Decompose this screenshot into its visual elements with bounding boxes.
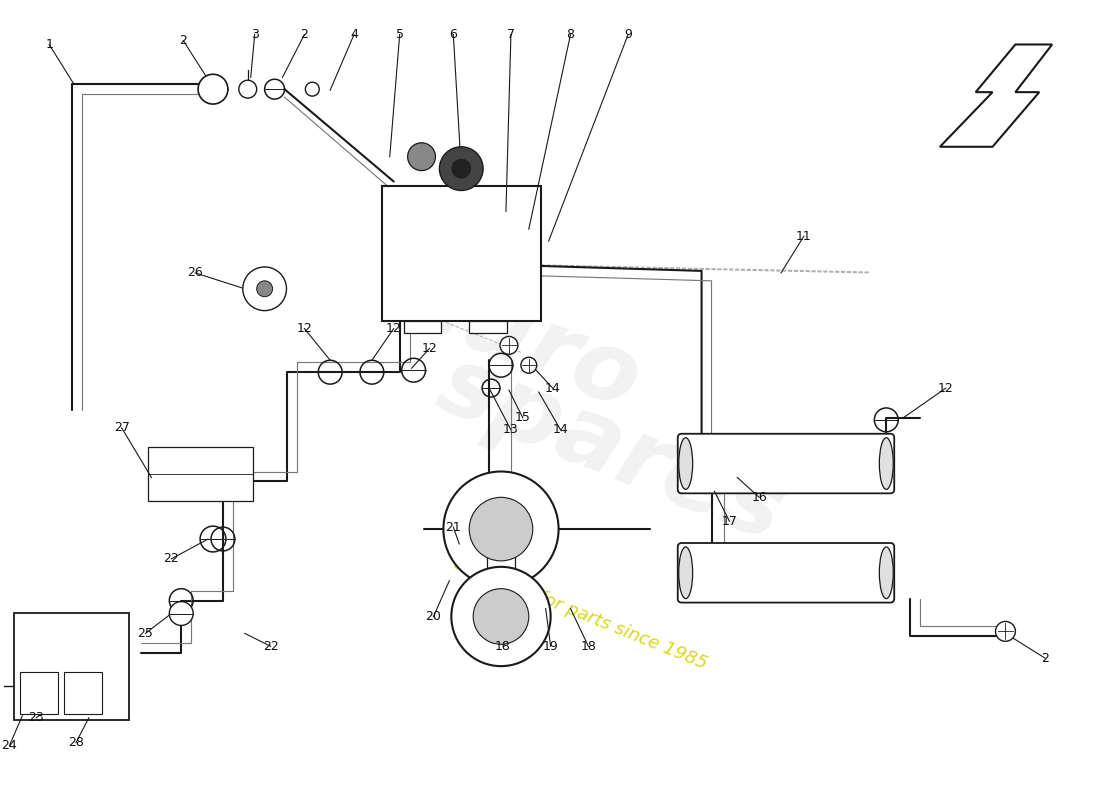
Text: 21: 21 (446, 521, 461, 534)
Text: 14: 14 (544, 382, 561, 394)
Circle shape (996, 622, 1015, 642)
Text: 14: 14 (552, 423, 569, 436)
Text: 22: 22 (164, 552, 179, 566)
Bar (382, 186, 541, 321)
Circle shape (451, 567, 551, 666)
Text: 7: 7 (507, 28, 515, 41)
Bar (487, 542, 515, 586)
Text: 12: 12 (386, 322, 402, 335)
Text: 1: 1 (45, 38, 53, 51)
Text: 23: 23 (29, 711, 44, 724)
Circle shape (500, 337, 518, 354)
Circle shape (256, 281, 273, 297)
Bar (20, 672, 58, 714)
Bar (404, 321, 441, 334)
Circle shape (439, 146, 483, 190)
Text: 5: 5 (396, 28, 404, 41)
Ellipse shape (679, 438, 693, 490)
Circle shape (169, 602, 194, 626)
Ellipse shape (879, 547, 893, 598)
Text: 24: 24 (1, 739, 18, 752)
Text: 8: 8 (566, 28, 574, 41)
Text: 20: 20 (426, 610, 441, 623)
Text: 17: 17 (722, 514, 737, 528)
Text: 26: 26 (187, 266, 204, 279)
Text: 25: 25 (138, 627, 153, 640)
Circle shape (520, 358, 537, 373)
Circle shape (198, 74, 228, 104)
Text: 11: 11 (796, 230, 812, 242)
Circle shape (243, 267, 286, 310)
Text: 4: 4 (350, 28, 358, 41)
Text: 3: 3 (251, 28, 258, 41)
Circle shape (443, 471, 559, 586)
Bar (64, 672, 102, 714)
Text: spares: spares (424, 338, 796, 561)
Ellipse shape (879, 438, 893, 490)
Text: 16: 16 (751, 491, 767, 504)
Circle shape (451, 158, 471, 178)
Circle shape (473, 589, 529, 644)
Circle shape (306, 82, 319, 96)
Circle shape (470, 498, 532, 561)
Text: 12: 12 (297, 322, 312, 335)
Text: 19: 19 (542, 640, 559, 653)
Text: 2: 2 (179, 34, 187, 47)
Text: 28: 28 (68, 736, 84, 749)
Circle shape (239, 80, 256, 98)
Text: 18: 18 (581, 640, 596, 653)
Text: 6: 6 (450, 28, 458, 41)
Text: 15: 15 (515, 411, 531, 424)
Text: 9: 9 (624, 28, 632, 41)
Bar (14, 613, 129, 720)
Text: 2: 2 (1042, 652, 1049, 665)
Bar (148, 446, 253, 502)
Text: 27: 27 (113, 422, 130, 434)
Text: 12: 12 (938, 382, 954, 394)
Text: euro: euro (387, 250, 654, 430)
Text: a passion for parts since 1985: a passion for parts since 1985 (451, 554, 710, 673)
Text: 22: 22 (263, 640, 278, 653)
Circle shape (408, 142, 436, 170)
FancyBboxPatch shape (678, 543, 894, 602)
Text: 18: 18 (495, 640, 510, 653)
Text: 13: 13 (503, 423, 519, 436)
FancyBboxPatch shape (678, 434, 894, 494)
Text: 12: 12 (421, 342, 438, 355)
Bar (470, 321, 507, 334)
Text: 2: 2 (300, 28, 308, 41)
Ellipse shape (679, 547, 693, 598)
